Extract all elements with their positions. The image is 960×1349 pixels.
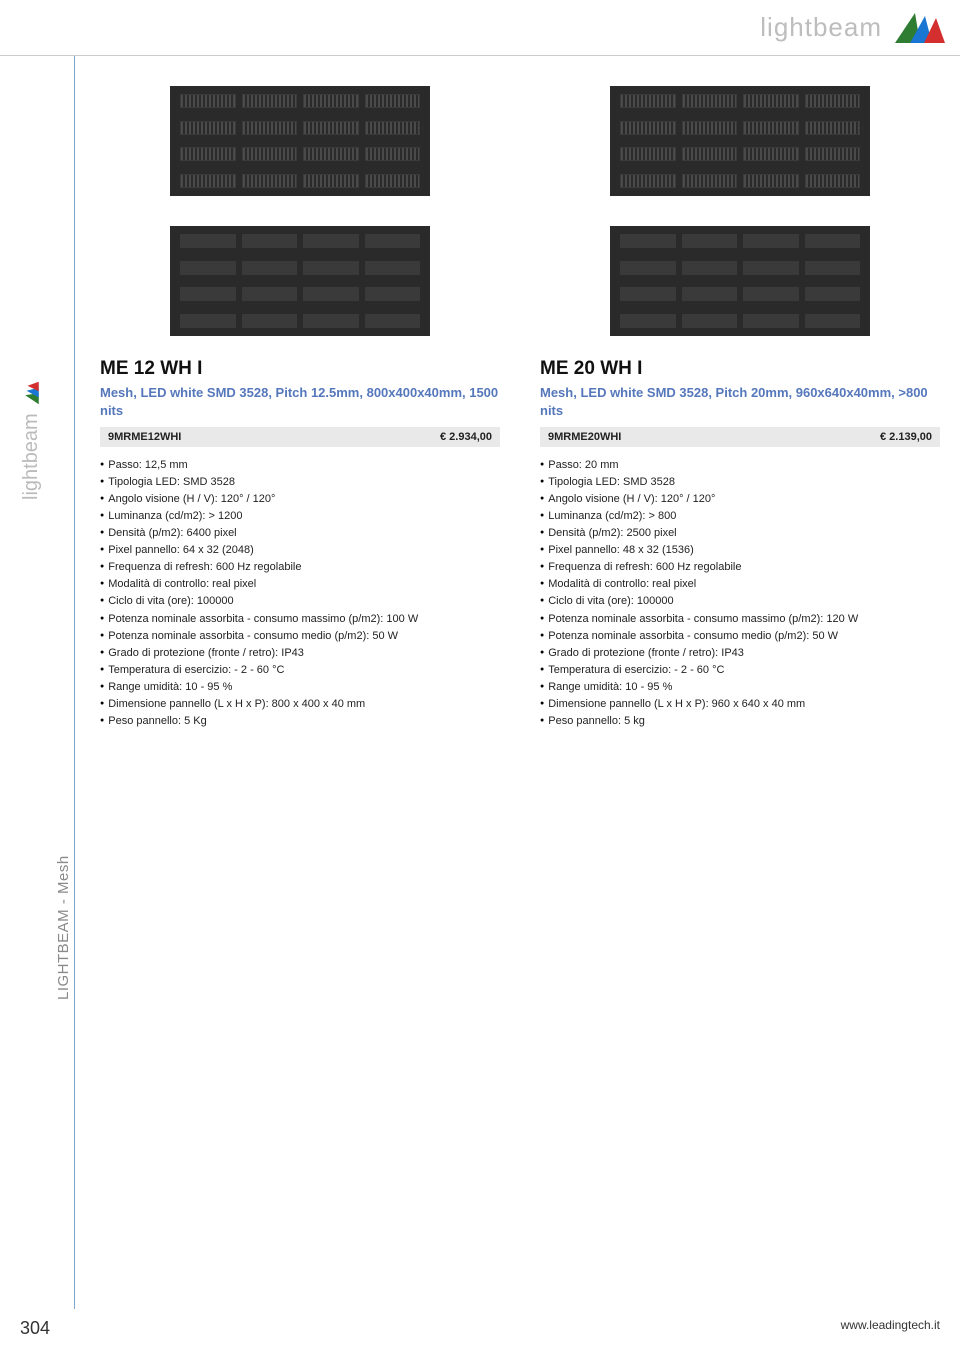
spec-list: Passo: 20 mmTipologia LED: SMD 3528Angol… [540,457,940,730]
spec-item: Peso pannello: 5 kg [540,713,940,730]
spec-item: Luminanza (cd/m2): > 800 [540,508,940,525]
spec-item: Densità (p/m2): 2500 pixel [540,525,940,542]
spec-item: Ciclo di vita (ore): 100000 [540,593,940,610]
spec-list: Passo: 12,5 mmTipologia LED: SMD 3528Ang… [100,457,500,730]
panel-back-icon [610,226,870,336]
spec-item: Passo: 12,5 mm [100,457,500,474]
panel-front-icon [610,86,870,196]
spec-item: Passo: 20 mm [540,457,940,474]
spec-item: Pixel pannello: 64 x 32 (2048) [100,542,500,559]
spec-item: Dimensione pannello (L x H x P): 800 x 4… [100,696,500,713]
spec-item: Frequenza di refresh: 600 Hz regolabile [100,559,500,576]
logo-triangle-icon [890,8,950,48]
product-title: ME 12 WH I [100,358,500,380]
spec-item: Potenza nominale assorbita - consumo med… [540,628,940,645]
vertical-rule [74,56,75,1309]
price: € 2.139,00 [880,431,932,443]
spec-item: Potenza nominale assorbita - consumo mas… [540,611,940,628]
side-logo-icon [23,379,41,407]
spec-item: Peso pannello: 5 Kg [100,713,500,730]
spec-item: Dimensione pannello (L x H x P): 960 x 6… [540,696,940,713]
product-images [540,86,940,336]
spec-item: Grado di protezione (fronte / retro): IP… [540,645,940,662]
content: ME 12 WH I Mesh, LED white SMD 3528, Pit… [100,56,940,730]
spec-item: Tipologia LED: SMD 3528 [540,474,940,491]
spec-item: Frequenza di refresh: 600 Hz regolabile [540,559,940,576]
price: € 2.934,00 [440,431,492,443]
spec-item: Angolo visione (H / V): 120° / 120° [100,491,500,508]
product-column: ME 12 WH I Mesh, LED white SMD 3528, Pit… [100,86,500,730]
sku: 9MRME12WHI [108,431,181,443]
header: lightbeam [0,0,960,56]
side-category: LIGHTBEAM - Mesh [55,855,72,1000]
spec-item: Angolo visione (H / V): 120° / 120° [540,491,940,508]
side-brand: lightbeam [20,379,43,500]
spec-item: Ciclo di vita (ore): 100000 [100,593,500,610]
spec-item: Modalità di controllo: real pixel [100,576,500,593]
page-number: 304 [20,1318,50,1339]
spec-item: Range umidità: 10 - 95 % [540,679,940,696]
spec-item: Pixel pannello: 48 x 32 (1536) [540,542,940,559]
sku: 9MRME20WHI [548,431,621,443]
spec-item: Temperatura di esercizio: - 2 - 60 °C [100,662,500,679]
product-subtitle: Mesh, LED white SMD 3528, Pitch 12.5mm, … [100,384,500,419]
spec-item: Potenza nominale assorbita - consumo med… [100,628,500,645]
spec-item: Densità (p/m2): 6400 pixel [100,525,500,542]
product-subtitle: Mesh, LED white SMD 3528, Pitch 20mm, 96… [540,384,940,419]
spec-item: Grado di protezione (fronte / retro): IP… [100,645,500,662]
sku-row: 9MRME12WHI € 2.934,00 [100,427,500,447]
side-brand-text: lightbeam [20,413,43,500]
product-images [100,86,500,336]
spec-item: Potenza nominale assorbita - consumo mas… [100,611,500,628]
panel-back-icon [170,226,430,336]
spec-item: Modalità di controllo: real pixel [540,576,940,593]
spec-item: Luminanza (cd/m2): > 1200 [100,508,500,525]
product-column: ME 20 WH I Mesh, LED white SMD 3528, Pit… [540,86,940,730]
spec-item: Temperatura di esercizio: - 2 - 60 °C [540,662,940,679]
product-title: ME 20 WH I [540,358,940,380]
footer: 304 www.leadingtech.it [0,1318,960,1339]
spec-item: Tipologia LED: SMD 3528 [100,474,500,491]
panel-front-icon [170,86,430,196]
sku-row: 9MRME20WHI € 2.139,00 [540,427,940,447]
brand-text: lightbeam [760,12,882,43]
spec-item: Range umidità: 10 - 95 % [100,679,500,696]
footer-url: www.leadingtech.it [841,1318,940,1339]
